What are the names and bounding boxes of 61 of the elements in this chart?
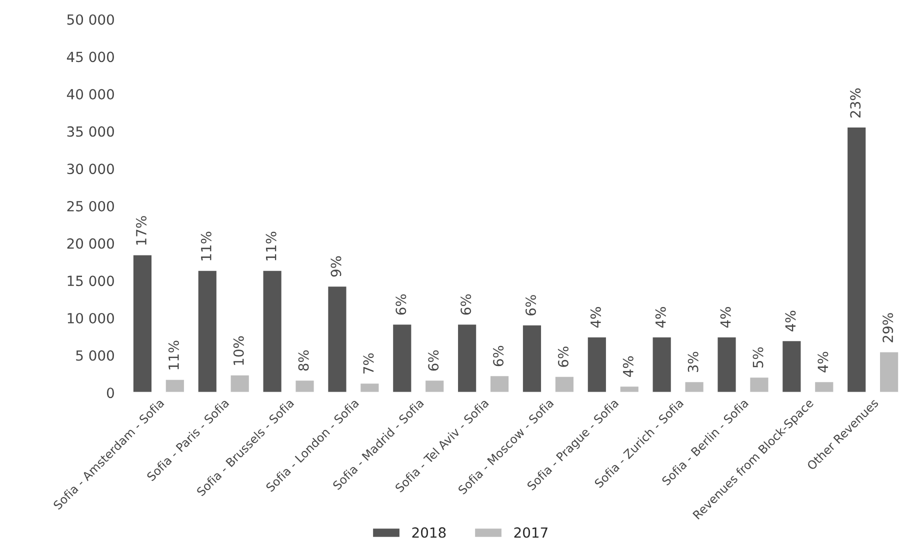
annotation: 5% [752, 347, 764, 368]
y-tick-label: 35 000 [67, 126, 114, 137]
annotation: 4% [785, 310, 796, 332]
bar [456, 323, 478, 393]
annotation: 9% [330, 256, 342, 277]
annotation: 6% [558, 346, 568, 367]
bar [618, 385, 640, 393]
bar [554, 376, 575, 393]
y-tick-label: 30 000 [67, 164, 114, 174]
annotation: 3% [688, 352, 698, 372]
annotation: 7% [363, 353, 374, 374]
annotation: 4% [818, 352, 828, 372]
annotation: 6% [460, 294, 472, 315]
bar [489, 374, 510, 393]
annotation: 4% [655, 307, 666, 328]
bar [262, 270, 283, 393]
y-tick-label: 15 000 [68, 276, 114, 286]
y-tick-label: 25 000 [67, 200, 114, 212]
legend-label: 2018 [412, 527, 446, 538]
bar [748, 376, 770, 393]
y-tick-label: 40 000 [66, 88, 114, 100]
y-tick-label: 10 000 [68, 312, 114, 324]
bar [878, 350, 900, 393]
bar [814, 380, 835, 393]
annotation: 11% [168, 340, 179, 370]
bar [392, 323, 413, 393]
bar [196, 270, 218, 393]
bar [326, 285, 348, 393]
annotation: 10% [233, 336, 244, 365]
bar [132, 254, 153, 393]
annotation: 6% [526, 295, 536, 316]
y-tick-label: 20 000 [67, 238, 114, 249]
annotation: 6% [493, 346, 504, 366]
bar [294, 379, 316, 393]
annotation: 6% [396, 294, 406, 315]
annotation: 4% [622, 356, 634, 377]
bar [846, 126, 868, 393]
bar [684, 380, 705, 393]
bar [651, 336, 672, 393]
bar [424, 379, 446, 393]
annotation: 4% [720, 307, 731, 328]
annotation: 4% [590, 307, 601, 328]
bar [586, 336, 608, 393]
annotation: 8% [298, 350, 309, 371]
annotation: 23% [850, 88, 861, 118]
annotation: 17% [136, 216, 146, 245]
legend-label: 2017 [514, 527, 548, 538]
y-tick-label: 45 000 [66, 52, 114, 62]
bar [716, 336, 738, 393]
bar [522, 324, 542, 393]
bar [359, 382, 380, 393]
annotation: 11% [200, 232, 212, 260]
y-tick-label: 5 000 [76, 350, 114, 361]
bar [164, 378, 186, 393]
annotation: 29% [882, 313, 894, 342]
bar [229, 374, 250, 393]
y-tick-label: 0 [106, 388, 114, 398]
bar [781, 340, 802, 393]
y-tick-label: 50 000 [67, 14, 114, 25]
annotation: 11% [266, 232, 276, 260]
annotation: 6% [428, 350, 439, 371]
